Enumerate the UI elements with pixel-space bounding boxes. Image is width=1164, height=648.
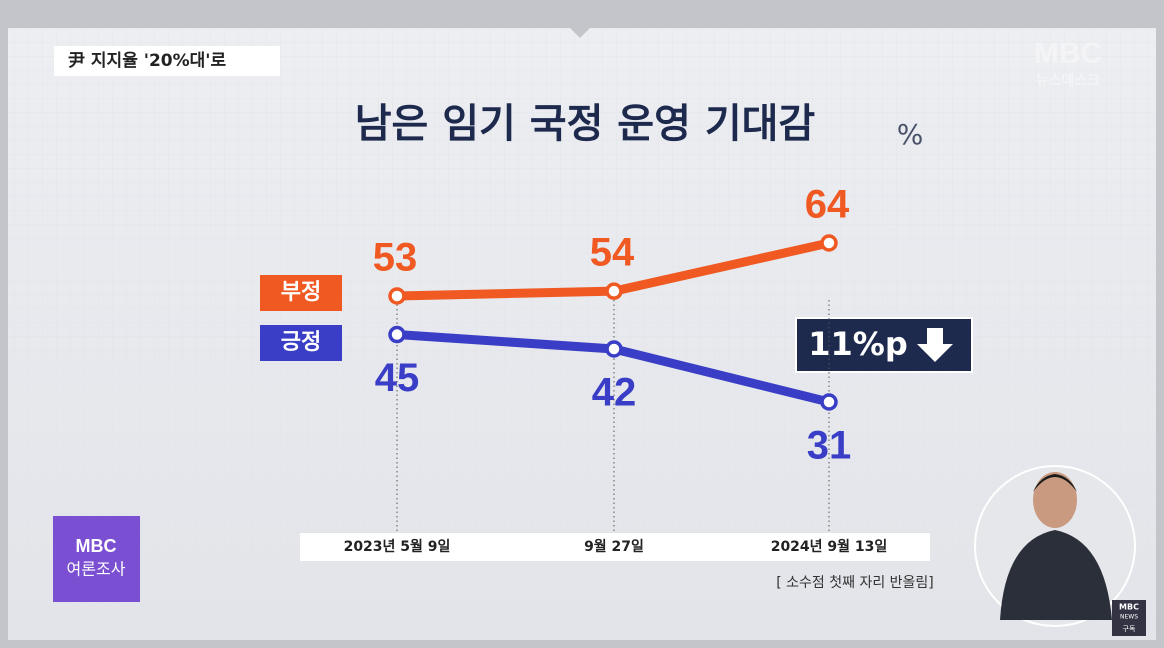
point — [605, 282, 623, 300]
legend-swatch — [260, 275, 342, 311]
point — [388, 287, 406, 305]
down-arrow — [917, 328, 953, 362]
value-label: 54 — [590, 231, 635, 275]
logo-brand: MBC — [1034, 37, 1102, 70]
tag-box — [54, 46, 280, 76]
value-label: 31 — [807, 424, 852, 468]
corner-logo-brand: MBC — [1119, 603, 1139, 612]
chart-title: 남은 임기 국정 운영 기대감 — [355, 101, 816, 147]
legend-label: 부정 — [281, 280, 321, 305]
badge-label: 여론조사 — [67, 560, 126, 579]
badge-brand: MBC — [76, 536, 117, 556]
tag: 尹 지지율 '20%대'로 — [68, 51, 226, 71]
corner-logo-action[interactable]: 구독 — [1123, 625, 1136, 633]
point — [388, 325, 406, 344]
x-tick-label: 9월 27일 — [584, 538, 644, 555]
legend-label: 긍정 — [281, 330, 321, 355]
date-bar — [300, 533, 930, 561]
x-tick-label: 2024년 9월 13일 — [771, 538, 888, 555]
unit: % — [897, 118, 924, 151]
note: [ 소수점 첫째 자리 반올림] — [776, 575, 934, 591]
value-label: 45 — [375, 356, 420, 400]
x-tick-label: 2023년 5월 9일 — [344, 538, 451, 555]
interpreter-head — [1033, 472, 1077, 528]
notch — [570, 28, 590, 38]
point — [820, 393, 838, 411]
value-label: 53 — [373, 236, 418, 280]
interpreter-body — [1000, 530, 1112, 620]
annotation: 11%p — [808, 325, 908, 363]
corner-logo-sub: NEWS — [1120, 614, 1138, 621]
badge-box — [53, 516, 140, 602]
corner-logo-box — [1112, 600, 1146, 636]
point — [605, 340, 623, 358]
logo-program: 뉴스데스크 — [1036, 73, 1101, 89]
interpreter-hair — [1033, 474, 1077, 492]
point — [820, 234, 838, 252]
value-label: 42 — [592, 371, 637, 415]
legend-swatch — [260, 325, 342, 361]
value-label: 64 — [805, 183, 850, 227]
